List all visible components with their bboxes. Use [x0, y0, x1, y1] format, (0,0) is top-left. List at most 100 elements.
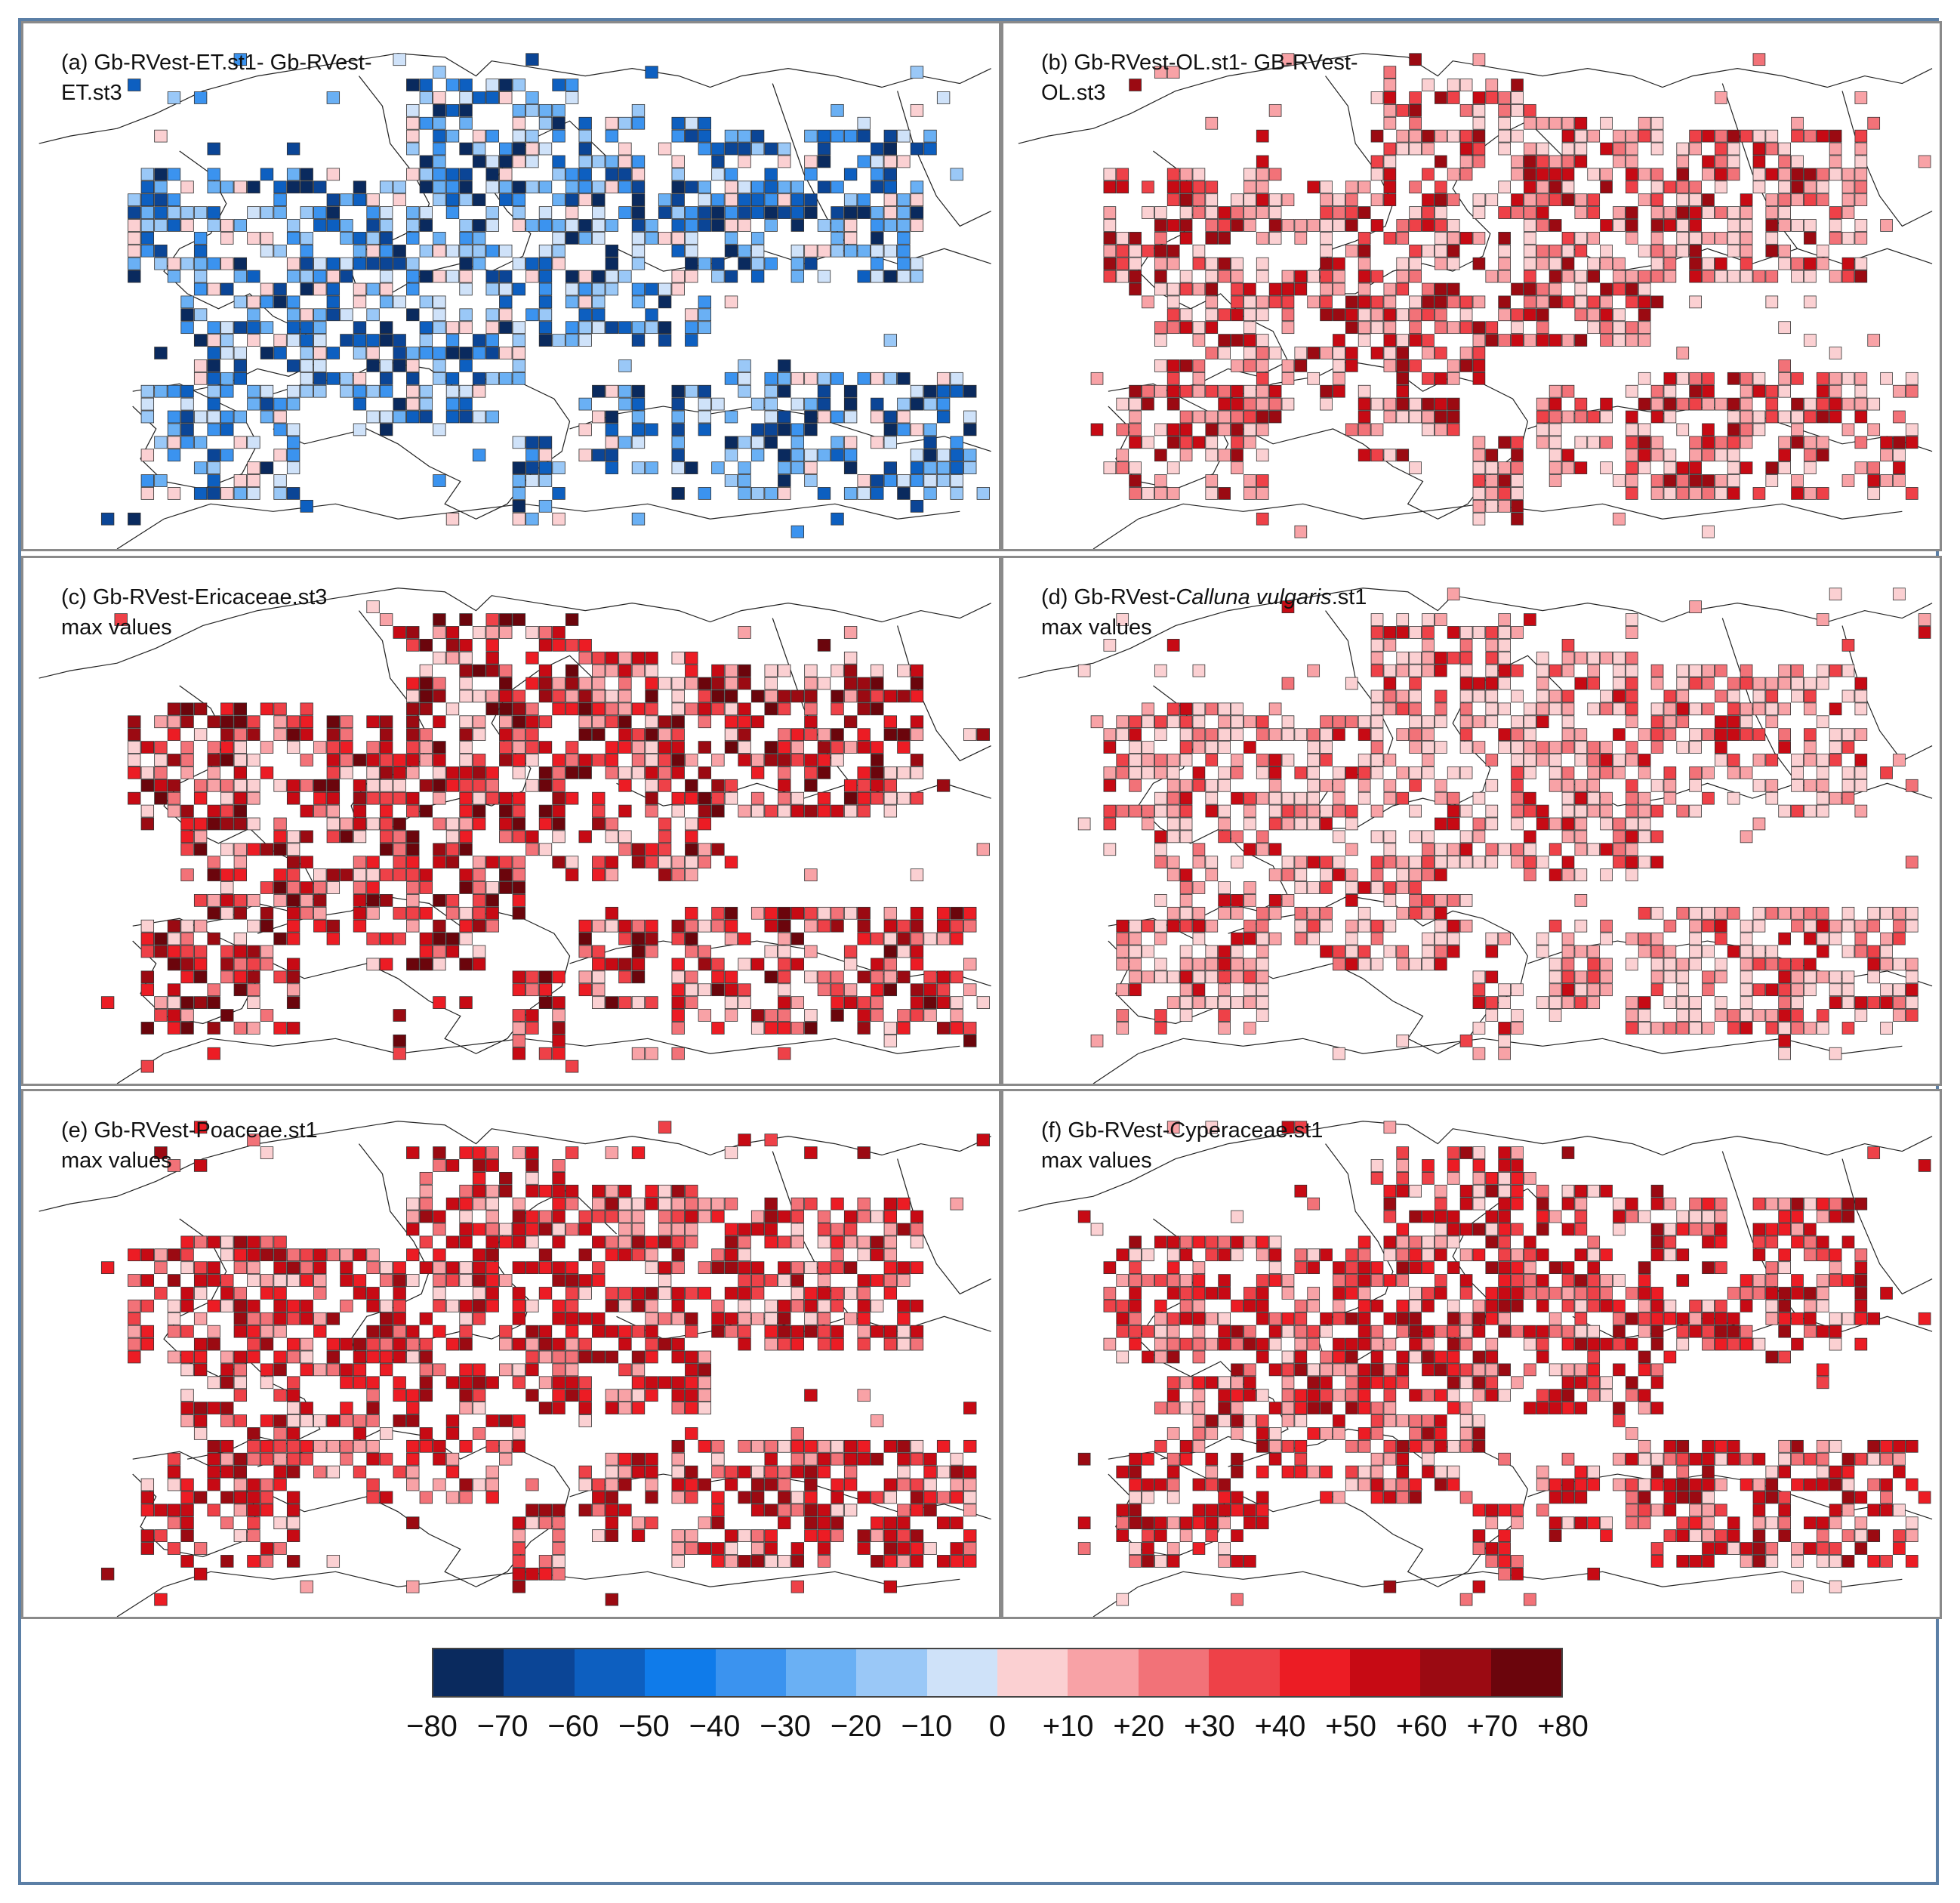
grid-cell	[100, 512, 115, 526]
grid-cell	[433, 856, 446, 869]
grid-cell	[1663, 206, 1677, 219]
grid-cell	[631, 945, 646, 958]
grid-cell	[193, 308, 208, 322]
grid-cell	[406, 754, 420, 766]
grid-cell	[1231, 1452, 1243, 1466]
grid-cell	[778, 372, 791, 385]
grid-cell	[843, 664, 858, 677]
grid-cell	[1536, 321, 1549, 335]
grid-cell	[1192, 1325, 1206, 1338]
grid-cell	[843, 779, 858, 792]
grid-cell	[485, 779, 499, 792]
grid-cell	[883, 142, 898, 156]
grid-cell	[1281, 53, 1295, 66]
grid-cell	[1268, 728, 1282, 742]
grid-cell	[1358, 906, 1371, 920]
grid-cell	[273, 1389, 287, 1402]
grid-cell	[1103, 1261, 1117, 1275]
grid-cell	[154, 257, 168, 270]
grid-cell	[1854, 1009, 1868, 1022]
grid-cell	[1485, 638, 1499, 652]
grid-cell	[843, 1312, 858, 1325]
grid-cell	[711, 664, 725, 677]
grid-cell	[778, 932, 791, 945]
grid-cell	[804, 715, 818, 729]
grid-cell	[1841, 206, 1855, 219]
grid-cell	[871, 689, 884, 703]
grid-cell	[817, 754, 831, 766]
grid-cell	[1409, 53, 1422, 66]
grid-cell	[300, 715, 313, 729]
grid-cell	[1218, 384, 1231, 398]
grid-cell	[1192, 1376, 1206, 1389]
grid-cell	[1256, 295, 1269, 309]
grid-cell	[831, 1223, 844, 1236]
grid-cell	[286, 1491, 300, 1504]
grid-cell	[1243, 791, 1256, 805]
grid-cell	[1765, 791, 1779, 805]
grid-cell	[1218, 1542, 1231, 1555]
grid-cell	[1650, 219, 1664, 232]
grid-cell	[552, 791, 566, 805]
grid-cell	[1358, 449, 1371, 462]
grid-cell	[1485, 664, 1499, 677]
grid-cell	[1243, 843, 1256, 856]
grid-cell	[180, 1300, 194, 1312]
grid-cell	[538, 244, 553, 258]
grid-cell	[897, 1300, 911, 1312]
grid-cell	[671, 1402, 685, 1414]
grid-cell	[445, 1414, 460, 1427]
grid-cell	[220, 384, 234, 398]
grid-cell	[1179, 881, 1193, 894]
grid-cell	[353, 817, 367, 831]
grid-cell	[1702, 677, 1715, 690]
grid-cell	[353, 1465, 367, 1479]
grid-cell	[883, 1248, 898, 1262]
grid-cell	[1867, 334, 1881, 347]
grid-cell	[1511, 499, 1524, 513]
grid-cell	[247, 180, 260, 194]
grid-cell	[963, 461, 977, 474]
grid-cell	[525, 702, 539, 716]
grid-cell	[1727, 232, 1740, 245]
grid-cell	[552, 1210, 566, 1223]
grid-cell	[552, 1350, 566, 1364]
grid-cell	[538, 970, 553, 984]
grid-cell	[605, 129, 619, 143]
grid-cell	[472, 766, 486, 779]
grid-cell	[778, 906, 791, 920]
grid-cell	[313, 804, 327, 818]
grid-cell	[286, 1389, 300, 1402]
grid-cell	[578, 1337, 592, 1351]
grid-cell	[750, 487, 765, 500]
grid-cell	[1524, 180, 1536, 194]
grid-cell	[313, 741, 327, 754]
grid-cell	[1077, 817, 1091, 831]
grid-cell	[1231, 830, 1243, 844]
grid-cell	[1854, 996, 1868, 1009]
grid-cell	[1231, 219, 1243, 232]
grid-cell	[366, 817, 380, 831]
grid-cell	[180, 1287, 194, 1300]
grid-cell	[419, 1235, 433, 1249]
grid-cell	[154, 1248, 168, 1262]
grid-cell	[419, 79, 433, 91]
grid-cell	[300, 282, 313, 296]
grid-cell	[1472, 129, 1486, 143]
grid-cell	[1574, 754, 1588, 766]
grid-cell	[1524, 334, 1536, 347]
grid-cell	[1574, 741, 1588, 754]
grid-cell	[1192, 728, 1206, 742]
grid-cell	[552, 677, 566, 690]
grid-cell	[897, 1504, 911, 1517]
grid-cell	[1625, 384, 1638, 398]
grid-cell	[618, 651, 632, 665]
grid-cell	[631, 384, 646, 398]
grid-cell	[1702, 168, 1715, 181]
grid-cell	[1511, 308, 1524, 322]
grid-cell	[353, 804, 367, 818]
grid-cell	[578, 129, 592, 143]
grid-cell	[300, 1363, 313, 1377]
grid-cell	[1625, 689, 1638, 703]
grid-cell	[565, 270, 579, 283]
